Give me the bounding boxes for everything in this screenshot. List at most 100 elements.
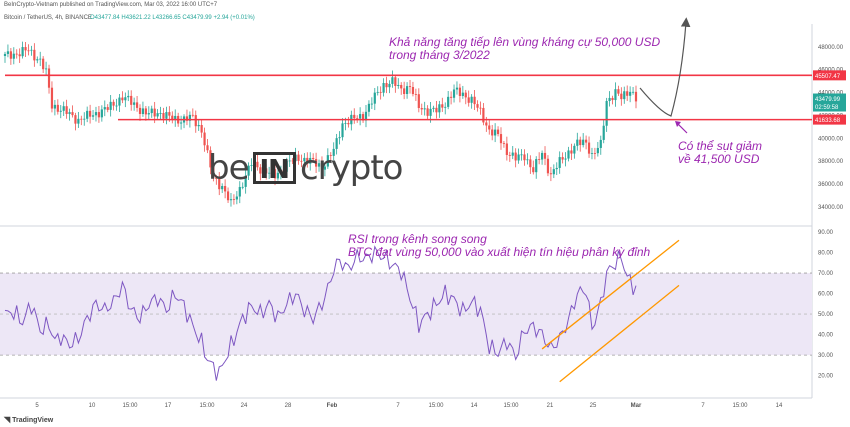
candle [121,91,124,104]
candle-body [511,152,514,156]
time-tick-label: 21 [547,403,554,409]
candle [130,90,133,111]
candle [546,155,550,177]
candle [320,156,324,175]
candle [520,149,523,161]
candle-body [159,113,162,114]
candle-body [94,112,98,116]
candle [338,131,341,145]
candle [314,152,318,174]
candle-body [77,118,80,124]
price-tick-label: 48000.00 [818,45,844,51]
candle [517,148,520,164]
candle [171,111,174,124]
candle [479,101,482,115]
candle [138,104,142,121]
candle [417,88,420,113]
candle-body [629,91,632,96]
candle [282,163,285,177]
candle [238,181,241,204]
candle-body [535,159,538,173]
time-tick-label: 15:00 [122,403,138,409]
resistance-annotation-line1: Khả năng tăng tiếp lên vùng kháng cự 50,… [389,35,661,49]
logo-text-right: crypto [299,148,404,188]
candle [303,153,306,168]
candle-body [188,114,191,121]
candle-body [423,108,426,110]
candle [124,92,127,108]
published-line: BeInCrypto-Vietnam published on TradingV… [4,2,218,8]
candle [144,105,147,121]
candle [488,119,491,135]
candle [585,135,588,150]
candle [83,112,86,126]
candle-body [420,108,423,110]
candle-body [593,153,597,154]
time-tick-label: 7 [396,403,400,409]
candle [611,95,614,105]
candle [529,155,532,174]
candle [229,192,233,207]
candle-body [447,96,450,107]
candle [103,100,106,117]
candle-body [400,84,403,89]
candle [194,110,197,133]
candle-body [631,91,635,93]
candle [44,61,48,76]
candle [185,109,189,126]
candle-body [265,168,268,174]
candle-body [212,167,215,178]
candle-body [112,101,115,106]
rsi-tick-label: 80.00 [818,251,834,257]
candle [33,43,36,67]
candle-body [341,123,344,138]
candle-body [576,139,579,146]
candle [373,87,376,111]
candle [285,157,288,177]
candle [394,74,397,93]
candle [91,110,95,121]
candle [470,94,473,109]
candle-body [97,112,101,118]
candle-body [579,139,582,146]
candle-body [582,139,585,146]
candle-body [18,54,21,57]
rsi-annotation: RSI trong kênh song song BTC đạt vùng 50… [348,233,650,259]
candle [89,104,92,124]
candle [385,76,388,94]
candle [150,105,153,118]
candle-body [620,93,623,100]
candle-body [130,95,133,105]
candle-body [491,129,494,136]
candle-body [508,154,511,156]
candle-body [103,107,106,110]
candle [309,152,312,171]
candle-body [27,50,30,52]
tradingview-logo-icon: ◥ [4,415,11,424]
candle-body [426,108,429,116]
candle [162,107,165,123]
candle [426,105,429,120]
candle-body [241,186,244,188]
candle [388,80,391,94]
candle-body [3,53,7,56]
candle-body [124,97,127,101]
candle [47,64,51,94]
candle [291,158,294,165]
candle-body [452,89,456,98]
candle [80,115,83,126]
candle-body [221,186,224,190]
candle [523,149,526,166]
candle [511,146,514,160]
candle [226,187,230,204]
candle-body [44,68,48,70]
candle [244,169,247,194]
candle-body [168,112,171,116]
candle-body [312,157,315,160]
candle [100,105,103,122]
candle-body [314,159,318,167]
candle [561,152,564,164]
candle-body [335,138,338,149]
time-tick-label: Mar [631,403,642,409]
